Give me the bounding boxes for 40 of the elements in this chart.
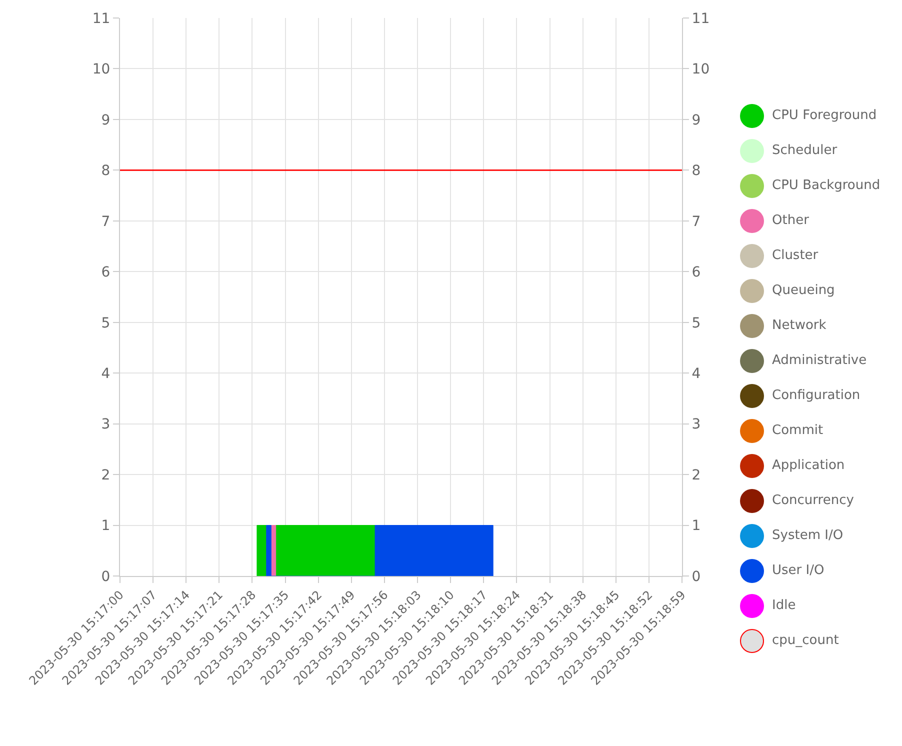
y-tick-label: 6 [101,264,110,281]
y2-tick-label: 4 [692,366,701,382]
legend-label: Idle [772,598,796,613]
legend-label: CPU Foreground [772,108,877,123]
y2-tick-label: 10 [692,62,710,78]
legend-label: Administrative [772,353,867,368]
y-tick-label: 0 [101,568,110,585]
y-tick-label: 11 [92,10,110,27]
y2-tick-label: 9 [692,112,701,128]
legend-label: System I/O [772,528,844,543]
legend-label: Other [772,213,809,228]
y-tick-label: 5 [101,315,110,332]
y2-tick-label: 7 [692,214,701,230]
y-tick-label: 10 [92,62,110,78]
legend-label: Network [772,318,826,333]
y2-tick-label: 6 [692,264,701,281]
legend-label: Application [772,458,845,473]
y2-tick-label: 2 [692,467,701,484]
legend-label: User I/O [772,563,824,578]
legend-label: Configuration [772,388,860,403]
legend-label: Concurrency [772,493,854,508]
legend-label: CPU Background [772,178,880,193]
y2-tick-label: 5 [692,315,701,332]
y2-tick-label: 0 [692,568,701,585]
y2-tick-label: 11 [692,10,710,27]
y-tick-label: 8 [101,163,110,180]
y-tick-label: 4 [101,366,110,382]
legend-label: Cluster [772,248,818,263]
y2-tick-label: 3 [692,416,701,433]
y-tick-label: 7 [101,214,110,230]
y-tick-label: 3 [101,416,110,433]
y-tick-label: 9 [101,112,110,128]
legend-label: Scheduler [772,143,838,158]
legend-label: Commit [772,423,824,438]
legend-label: Queueing [772,283,835,298]
y-tick-label: 2 [101,467,110,484]
y2-tick-label: 8 [692,163,701,180]
y-tick-label: 1 [101,518,110,534]
y2-tick-label: 1 [692,518,701,534]
legend-label: cpu_count [772,633,839,648]
